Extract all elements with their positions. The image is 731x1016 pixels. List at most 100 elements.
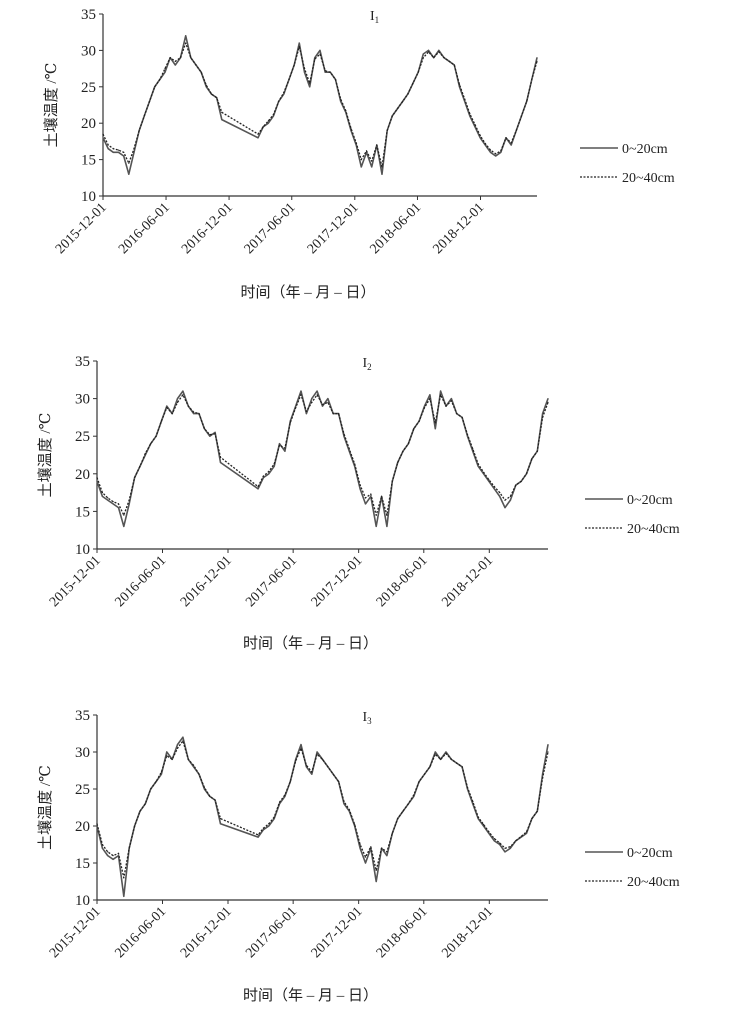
data-point <box>418 781 420 783</box>
data-point <box>193 764 195 766</box>
legend-label: 20~40cm <box>622 171 675 186</box>
data-point <box>123 877 125 879</box>
x-tick-label: 2017-12-01 <box>305 200 362 257</box>
data-point <box>461 766 463 768</box>
y-tick-label: 25 <box>81 80 96 96</box>
data-point <box>427 49 430 52</box>
data-point <box>327 398 329 400</box>
x-tick-label: 2016-12-01 <box>178 904 235 961</box>
data-point <box>283 92 285 94</box>
data-point <box>273 463 275 465</box>
data-point <box>305 764 307 766</box>
data-point <box>536 57 538 59</box>
data-point <box>117 507 120 509</box>
series-line-0-20cm <box>96 390 549 528</box>
data-point <box>542 416 544 418</box>
data-point <box>214 433 216 435</box>
data-point <box>332 413 334 415</box>
data-point <box>499 842 501 844</box>
data-point <box>364 856 367 858</box>
data-point <box>257 834 259 836</box>
data-point <box>464 98 466 100</box>
x-tick-label: 2018-12-01 <box>439 904 496 961</box>
x-axis-label: 时间（年 – 月 – 日） <box>240 284 375 301</box>
data-point <box>525 473 528 475</box>
data-point <box>176 401 179 403</box>
x-tick-label: 2016-12-01 <box>179 200 236 257</box>
data-point <box>133 151 135 153</box>
data-point <box>343 803 345 805</box>
data-point <box>171 413 173 415</box>
data-point <box>397 461 399 464</box>
y-tick-label: 20 <box>81 116 96 132</box>
data-point <box>273 465 275 467</box>
data-point <box>96 823 98 825</box>
data-point <box>96 480 98 482</box>
data-point <box>440 390 442 392</box>
chart-title-subscript: 1 <box>375 15 380 25</box>
data-point <box>182 390 184 392</box>
data-point <box>112 151 114 153</box>
data-point <box>190 57 192 59</box>
data-point <box>547 398 549 400</box>
data-point <box>150 443 152 445</box>
data-point <box>319 49 321 52</box>
data-point <box>450 758 452 761</box>
data-point <box>338 781 340 783</box>
data-point <box>515 840 517 842</box>
data-point <box>128 847 130 849</box>
data-point <box>445 405 447 407</box>
data-point <box>438 49 440 52</box>
data-point <box>443 57 445 59</box>
data-point <box>300 394 302 396</box>
data-point <box>193 411 195 413</box>
data-point <box>293 64 295 66</box>
data-point <box>542 413 544 415</box>
data-point <box>510 144 512 146</box>
legend-label: 0~20cm <box>622 142 668 157</box>
data-point <box>216 97 218 99</box>
data-point <box>300 390 302 392</box>
data-point <box>214 799 216 801</box>
data-point <box>429 766 431 768</box>
data-point <box>509 499 512 501</box>
data-point <box>525 831 528 833</box>
data-point <box>133 825 136 827</box>
data-point <box>345 110 347 112</box>
data-point <box>174 60 176 62</box>
data-point <box>144 452 146 455</box>
y-tick-label: 25 <box>75 782 90 798</box>
legend-label: 20~40cm <box>627 875 680 890</box>
data-point <box>354 465 356 467</box>
data-point <box>423 405 426 407</box>
chart-title-subscript: 2 <box>367 362 372 372</box>
y-tick-label: 25 <box>75 429 90 445</box>
data-point <box>380 847 383 849</box>
data-point <box>150 788 152 790</box>
data-point <box>171 758 173 761</box>
data-point <box>107 855 109 857</box>
data-point <box>321 758 324 761</box>
data-point <box>101 495 103 497</box>
data-point <box>370 493 372 495</box>
data-point <box>148 100 151 102</box>
data-point <box>219 456 222 458</box>
chart-panel-3: 10 15 20 25 30 35 2015-12-01 2016-06-01 2016-12-… <box>36 708 680 1004</box>
data-point <box>360 159 362 161</box>
data-point <box>166 405 168 407</box>
data-point <box>434 428 436 430</box>
data-point <box>117 151 120 153</box>
data-point <box>332 773 334 775</box>
data-point <box>477 816 479 818</box>
data-point <box>187 405 189 407</box>
data-point <box>380 495 383 497</box>
data-point <box>340 98 342 100</box>
data-point <box>456 413 458 415</box>
data-point <box>509 495 512 497</box>
data-point <box>101 492 103 494</box>
y-axis-label: 土壤温度 /℃ <box>42 63 60 148</box>
data-point <box>143 115 145 117</box>
data-point <box>509 846 512 848</box>
data-point <box>536 810 538 812</box>
